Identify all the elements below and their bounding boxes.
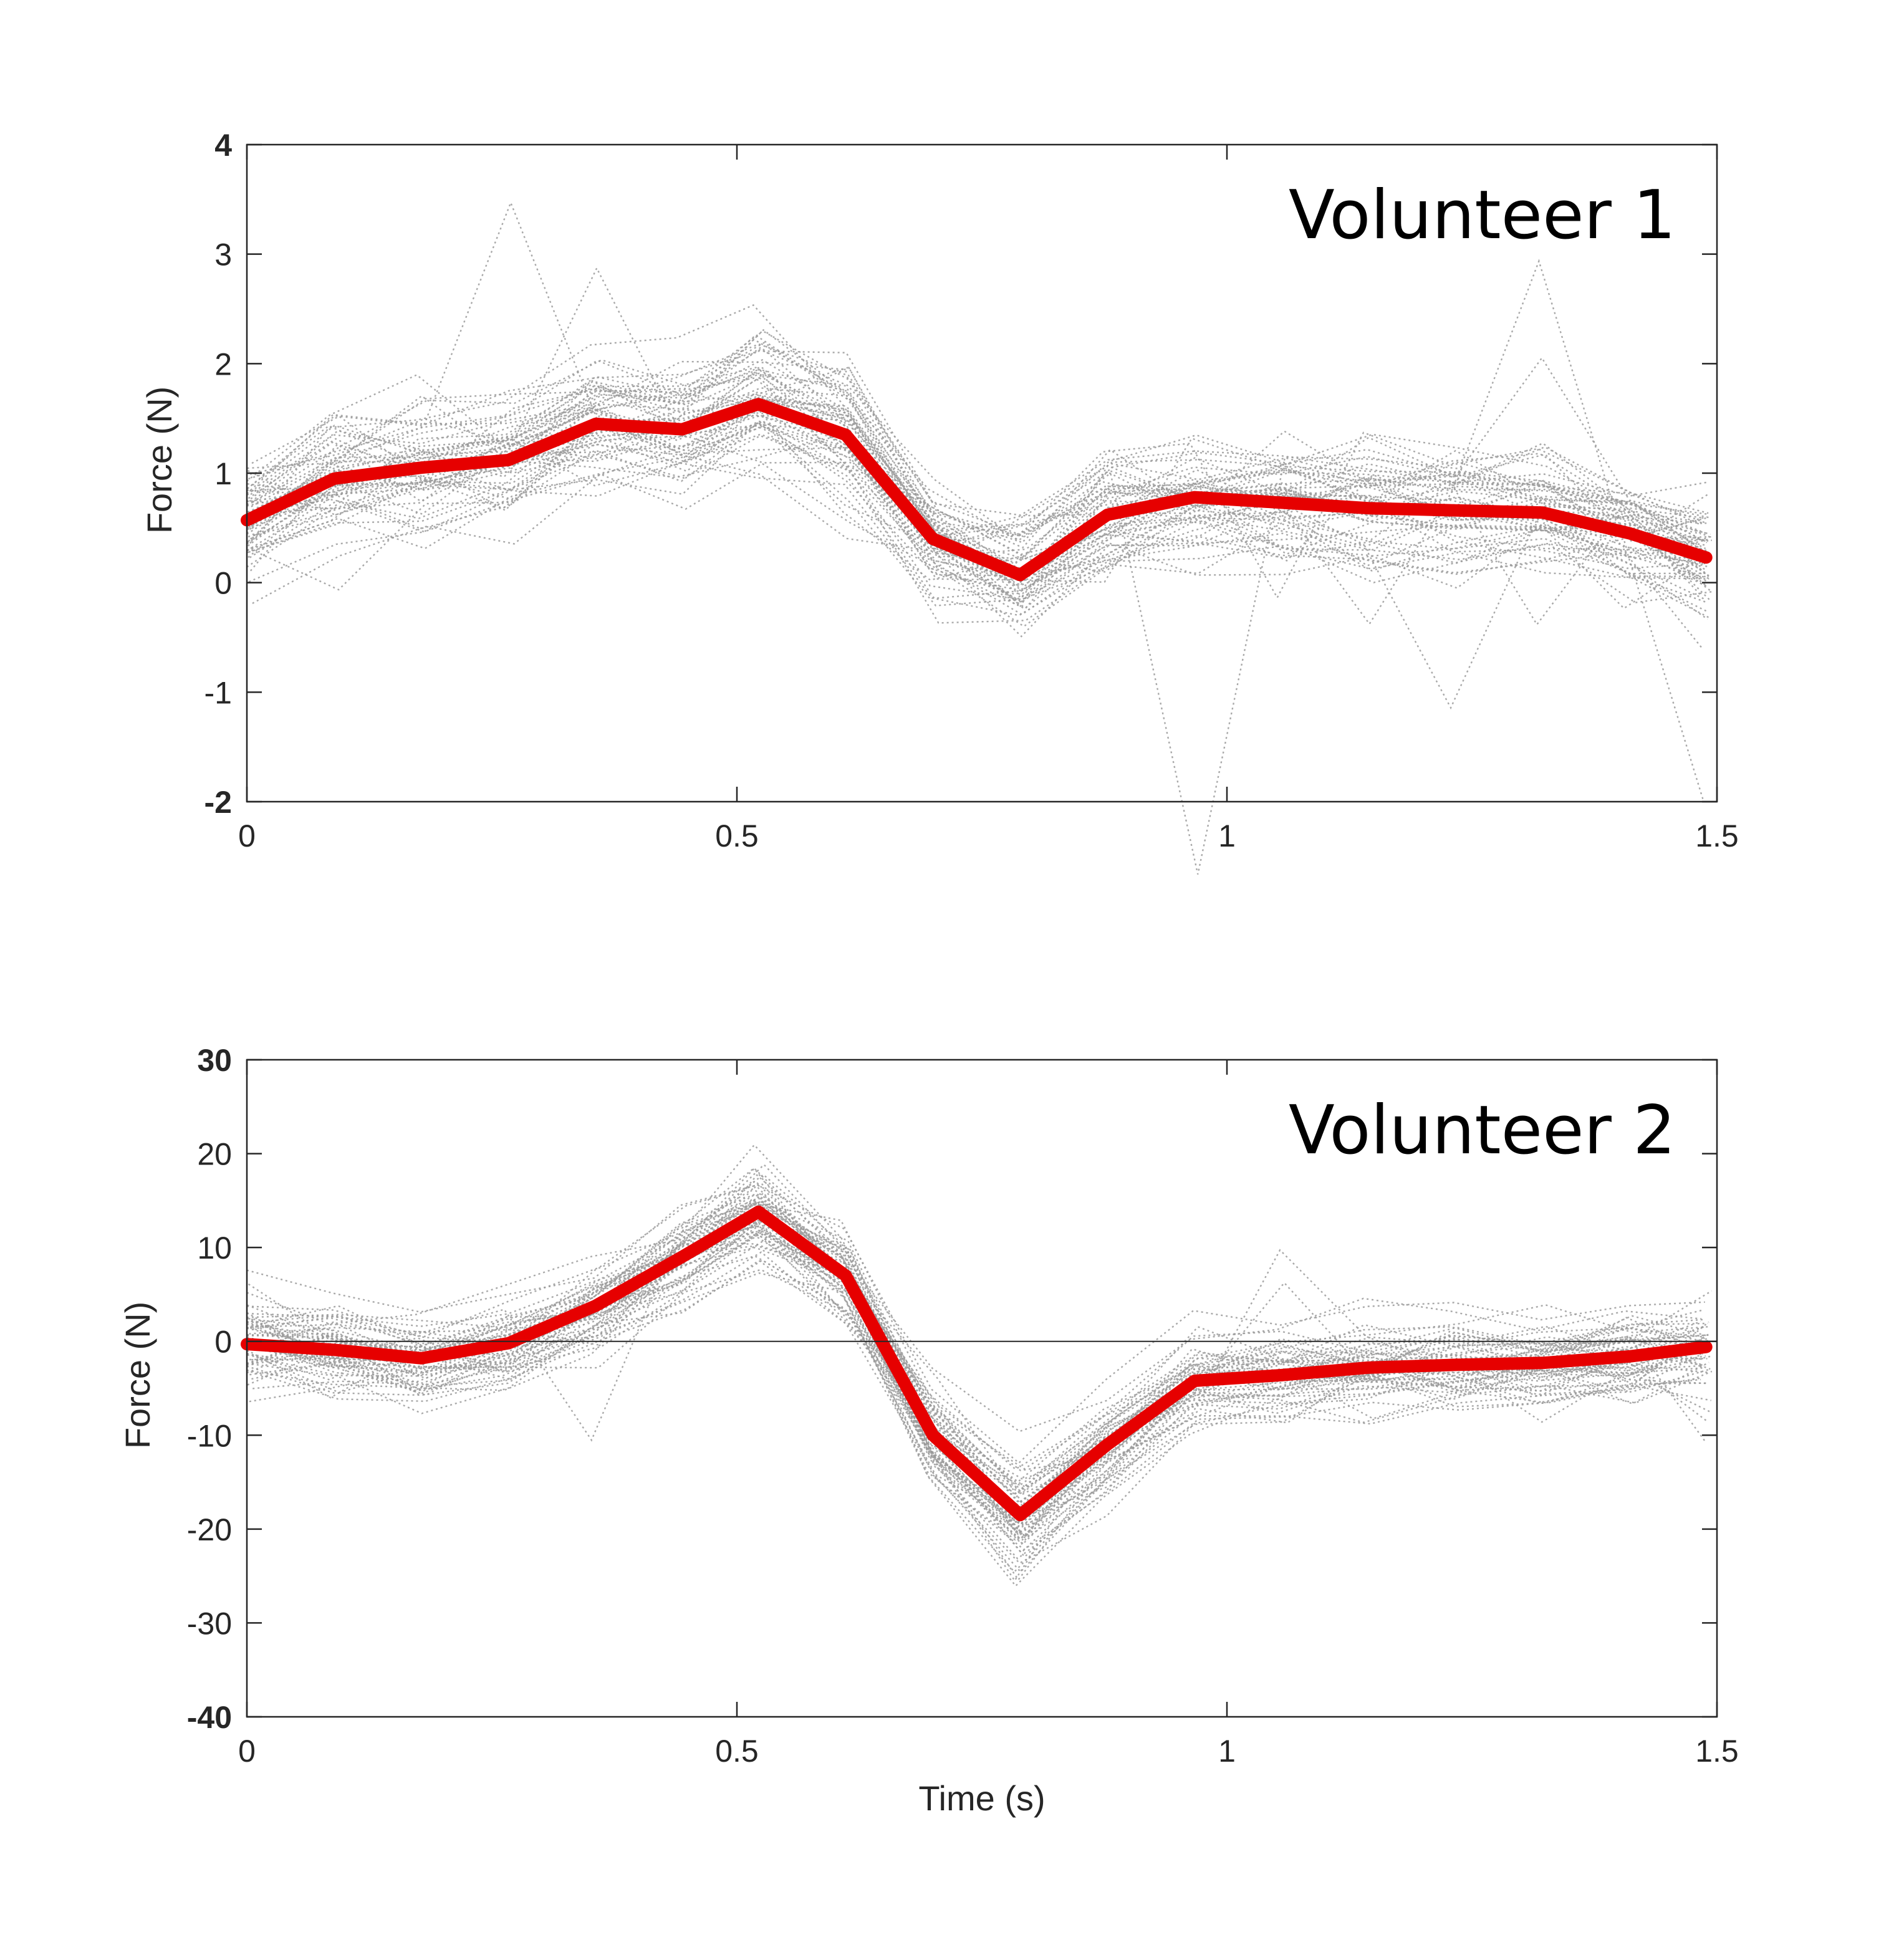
- trial-trace: [252, 421, 1712, 624]
- trial-trace: [251, 424, 1711, 610]
- trial-trace: [248, 348, 1708, 544]
- x-tick-label: 0.5: [715, 1734, 759, 1769]
- y-axis-label: Force (N): [140, 387, 179, 534]
- trial-trace: [246, 1188, 1701, 1582]
- x-tick-label: 1: [1218, 819, 1236, 853]
- y-tick-label: -40: [187, 1700, 232, 1735]
- x-tick-label: 0: [238, 1734, 256, 1769]
- trial-trace: [248, 435, 1708, 616]
- trial-trace: [246, 1179, 1703, 1523]
- y-tick-label: 0: [214, 566, 232, 601]
- plot-frame: [246, 1059, 1718, 1718]
- y-tick-label: 2: [214, 347, 232, 382]
- trial-trace: [249, 346, 1709, 574]
- trial-trace: [246, 1207, 1704, 1560]
- trial-trace: [247, 1272, 1707, 1520]
- y-tick-label: 3: [214, 238, 232, 272]
- trial-trace: [248, 433, 1709, 613]
- trial-trace: [246, 259, 1703, 557]
- y-tick-label: -10: [187, 1418, 232, 1453]
- mean-force-line: [241, 1205, 1713, 1522]
- trial-trace: [246, 1246, 1703, 1498]
- x-tick-label: 1.5: [1695, 819, 1739, 853]
- trial-trace: [249, 421, 1709, 607]
- trial-trace: [251, 330, 1711, 558]
- trial-trace: [247, 409, 1707, 583]
- panel-title: Volunteer 2: [1289, 1092, 1676, 1169]
- trial-trace: [252, 1239, 1713, 1540]
- y-tick-label: -1: [204, 675, 232, 710]
- y-tick-label: 20: [197, 1137, 232, 1172]
- trial-trace: [246, 1222, 1701, 1531]
- trial-trace: [246, 367, 1704, 542]
- trial-trace: [250, 462, 1711, 628]
- trial-trace: [252, 342, 1712, 558]
- trial-trace: [247, 377, 1708, 555]
- trial-trace: [250, 1259, 1711, 1551]
- y-tick-label: 30: [197, 1043, 232, 1078]
- x-tick-label: 1.5: [1695, 1734, 1739, 1769]
- trial-trace: [246, 422, 1706, 579]
- x-tick-label: 0.5: [715, 819, 759, 853]
- axis-ticks: 0 0.5 1 1.5 4 3 2 1 0 -1 -2: [204, 128, 1739, 853]
- trial-trace: [252, 1163, 1713, 1489]
- trial-trace: [246, 1198, 1701, 1573]
- trial-trace: [250, 415, 1710, 579]
- trial-trace: [251, 1193, 1711, 1507]
- trial-trace: [247, 266, 1708, 592]
- trial-trace: [248, 1201, 1708, 1554]
- x-axis-label: Time (s): [918, 1779, 1045, 1818]
- trial-trace: [251, 329, 1712, 547]
- y-tick-label: -30: [187, 1606, 232, 1641]
- trial-trace: [249, 1200, 1709, 1494]
- trial-trace: [247, 343, 1707, 608]
- trial-trace: [246, 1197, 1706, 1492]
- trial-trace: [246, 377, 1704, 801]
- trial-trace: [246, 1167, 1702, 1496]
- trial-trace: [249, 1232, 1709, 1545]
- y-tick-label: 1: [214, 456, 232, 491]
- trial-trace: [246, 398, 1701, 565]
- y-tick-label: 4: [214, 128, 232, 163]
- panel-title: Volunteer 1: [1289, 176, 1676, 254]
- trial-trace: [246, 379, 1703, 710]
- trial-trace: [252, 403, 1712, 610]
- x-tick-label: 0: [238, 819, 256, 853]
- chart-panel-volunteer-1: 0 0.5 1 1.5 4 3 2 1 0 -1 -2 Volunteer 1 Force (N): [140, 128, 1739, 875]
- mean-force-line: [241, 398, 1713, 582]
- trial-trace: [247, 1259, 1707, 1573]
- x-tick-label: 1: [1218, 1734, 1236, 1769]
- trial-trace: [246, 1208, 1706, 1541]
- trial-trace: [246, 1201, 1704, 1521]
- y-tick-label: -20: [187, 1512, 232, 1547]
- trial-trace: [247, 350, 1707, 516]
- y-tick-label: -2: [204, 785, 232, 820]
- trial-trace: [246, 1184, 1705, 1464]
- y-tick-label: 10: [197, 1231, 232, 1265]
- y-axis-label: Force (N): [118, 1302, 157, 1449]
- y-tick-label: 0: [214, 1325, 232, 1360]
- trial-trace: [246, 1217, 1706, 1564]
- axis-ticks: 0 0.5 1 1.5 30 20 10 0 -10 -20 -30 -40: [187, 1043, 1739, 1769]
